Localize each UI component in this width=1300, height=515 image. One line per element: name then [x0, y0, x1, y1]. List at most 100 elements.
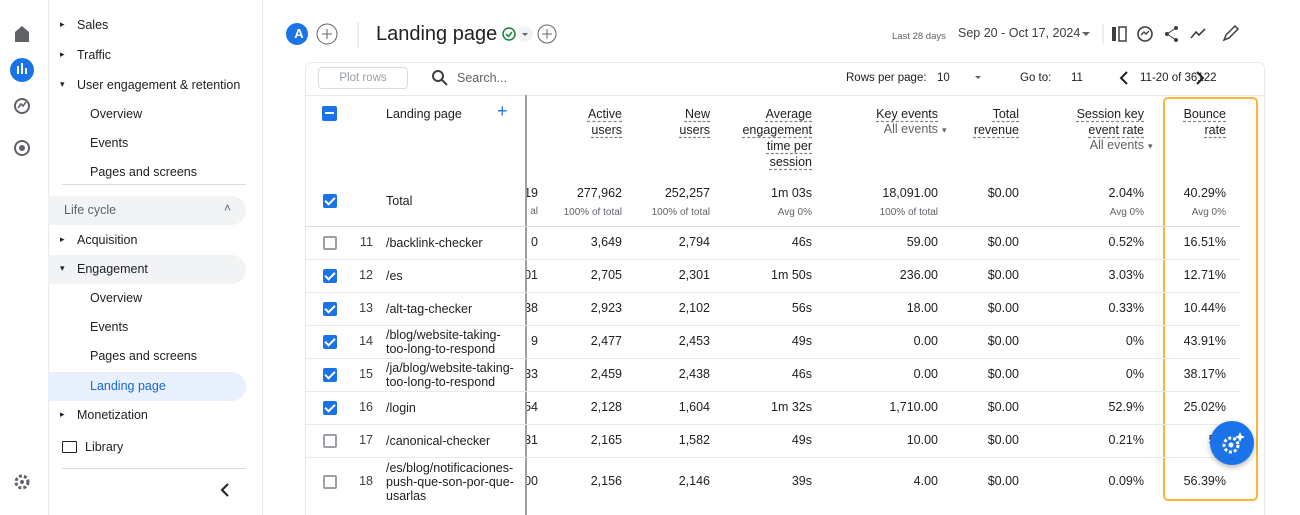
cell-value: 49s	[791, 432, 812, 447]
nav-item[interactable]: Pages and screens	[90, 349, 198, 363]
column-header[interactable]: Average engagement time per session	[742, 107, 812, 169]
row-checkbox[interactable]	[323, 475, 337, 489]
cell-value: 16.51%	[1183, 234, 1226, 249]
landing-page[interactable]: /backlink-checker	[386, 226, 520, 259]
nav-item[interactable]: Library	[85, 440, 124, 454]
next-page[interactable]	[1196, 71, 1205, 85]
go-to[interactable]: 11	[1071, 72, 1083, 84]
landing-page[interactable]: /es/blog/notificaciones-push-que-son-por…	[386, 457, 520, 507]
insights-icon[interactable]	[1137, 26, 1153, 42]
column-header[interactable]: Key events	[876, 107, 938, 121]
nav-item[interactable]: Life cycle	[64, 203, 117, 217]
edit-icon[interactable]	[1222, 24, 1240, 42]
trend-icon[interactable]	[1190, 28, 1206, 39]
add-dimension[interactable]: +	[497, 101, 508, 121]
row-checkbox[interactable]	[323, 268, 337, 283]
cell-value: 4.00	[913, 474, 938, 488]
landing-page[interactable]: /blog/website-taking-too-long-to-respond	[386, 325, 520, 358]
page-path[interactable]: /blog/website-taking-too-long-to-respond	[386, 327, 501, 356]
page-path[interactable]: /alt-tag-checker	[386, 301, 473, 316]
settings-icon[interactable]	[14, 474, 30, 490]
cell-value: 2,102	[678, 300, 710, 315]
cell-value: 2.04%	[1108, 186, 1144, 200]
cell-value: 46s	[791, 234, 812, 249]
column-header[interactable]: Total revenue	[973, 107, 1019, 137]
nav-item[interactable]: Monetization	[77, 408, 148, 422]
cell-value: $0.00	[987, 300, 1019, 315]
page-path[interactable]: /backlink-checker	[386, 235, 483, 250]
total-label: Total	[386, 194, 413, 208]
folder-icon	[62, 441, 77, 453]
clipped-cell: 00	[527, 474, 538, 489]
search-input[interactable]: Search...	[457, 71, 508, 85]
row-checkbox[interactable]	[323, 301, 337, 316]
column-header[interactable]: Active users	[587, 107, 622, 137]
cell-value: $0.00	[987, 432, 1019, 447]
insights-fab[interactable]	[1210, 421, 1254, 465]
nav-item[interactable]: Overview	[90, 107, 143, 121]
add-comparison[interactable]	[316, 23, 338, 45]
cell-value: 2,128	[590, 399, 622, 414]
row-index: 11	[360, 234, 373, 249]
plot-rows-button[interactable]	[318, 67, 408, 89]
advertising-icon[interactable]	[14, 140, 30, 156]
add-button[interactable]	[537, 24, 557, 44]
home-icon[interactable]	[15, 26, 29, 42]
nav-item[interactable]: Landing page	[90, 379, 166, 393]
nav-item[interactable]: Traffic	[77, 48, 112, 62]
column-header[interactable]: New users	[679, 107, 710, 137]
clipped-cell: al	[527, 204, 538, 219]
collapse-button[interactable]	[215, 480, 235, 500]
row-checkbox[interactable]	[323, 367, 337, 382]
nav-item[interactable]: Overview	[90, 291, 143, 305]
cell-value: 252,257	[664, 186, 710, 200]
rail-icons	[10, 26, 34, 490]
nav-item[interactable]: Acquisition	[77, 233, 138, 247]
row-checkbox[interactable]	[323, 400, 337, 415]
row-index: 14	[359, 333, 373, 348]
column-header[interactable]: Session key event rate	[1076, 107, 1144, 137]
select-all-checkbox[interactable]	[322, 106, 337, 121]
nav-item[interactable]: Pages and screens	[90, 165, 198, 179]
landing-page[interactable]: /ja/blog/website-taking-too-long-to-resp…	[386, 358, 520, 391]
cell-value: 59.00	[906, 234, 938, 249]
row-checkbox[interactable]	[323, 194, 337, 208]
explore-icon[interactable]	[14, 98, 30, 114]
page-path[interactable]: /login	[386, 400, 416, 415]
nav-item[interactable]: User engagement & retention	[77, 78, 241, 92]
nav-item[interactable]: Events	[90, 320, 129, 334]
row-checkbox[interactable]	[323, 334, 337, 349]
row-checkbox[interactable]	[323, 433, 337, 448]
column-header[interactable]: Bounce rate	[1183, 107, 1226, 137]
page-path[interactable]: /es/blog/notificaciones-push-que-son-por…	[386, 461, 514, 503]
column-header[interactable]: Landing page	[386, 107, 462, 121]
cell-value: 10.44%	[1183, 300, 1226, 315]
nav-item[interactable]: Events	[90, 136, 129, 150]
rows-per-page[interactable]: 10	[937, 72, 950, 84]
nav-item[interactable]: Sales	[77, 18, 109, 32]
page-path[interactable]: /canonical-checker	[386, 433, 491, 448]
page-path[interactable]: /es	[386, 268, 403, 283]
landing-page[interactable]: /login	[386, 391, 520, 424]
landing-page[interactable]: /canonical-checker	[386, 424, 520, 457]
column-filter[interactable]: All events	[883, 122, 938, 136]
rows-dropdown[interactable]	[975, 76, 981, 79]
cell-value: 25.02%	[1183, 399, 1226, 414]
landing-page[interactable]: /alt-tag-checker	[386, 292, 520, 325]
sidebar-border	[262, 0, 263, 515]
avatar-circle[interactable]	[286, 23, 308, 45]
landing-page[interactable]: /es	[386, 259, 520, 292]
row-checkbox[interactable]	[323, 235, 337, 250]
pagination: 11-20 of 36122	[1140, 72, 1217, 84]
cell-value: 54	[527, 399, 538, 414]
cell-value: 10.00	[906, 432, 938, 447]
date-range[interactable]: Sep 20 - Oct 17, 2024	[958, 26, 1081, 40]
prev-page[interactable]	[1119, 71, 1128, 85]
page-path[interactable]: /ja/blog/website-taking-too-long-to-resp…	[386, 360, 514, 389]
nav-highlight	[48, 372, 246, 401]
cell-sub: Avg 0%	[1191, 207, 1226, 218]
customize-icon[interactable]	[1112, 27, 1116, 41]
column-filter[interactable]: All events	[1089, 138, 1144, 152]
nav-item[interactable]: Engagement	[77, 262, 148, 276]
cell-value: 2,459	[590, 366, 622, 381]
